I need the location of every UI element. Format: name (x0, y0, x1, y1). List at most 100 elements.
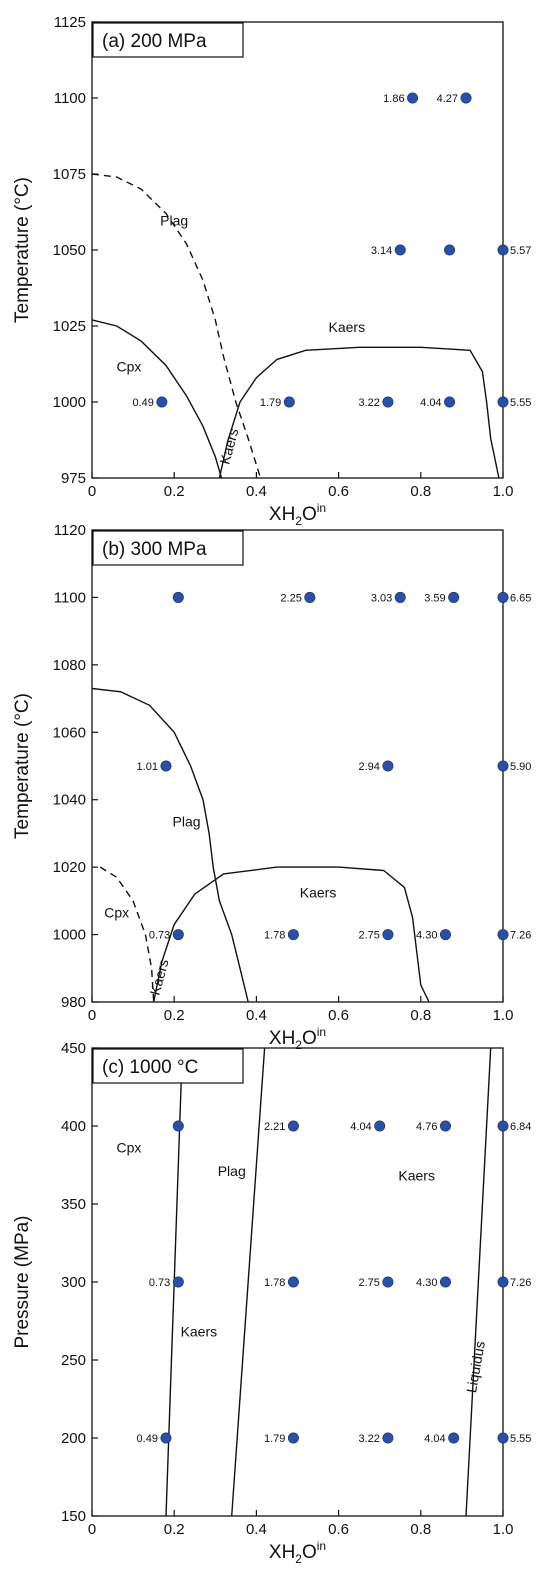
y-tick-label: 1060 (53, 724, 86, 741)
y-tick-label: 1100 (54, 589, 86, 606)
region-label: Kaers (329, 319, 366, 335)
data-point (382, 396, 394, 408)
x-tick-label: 0.6 (328, 1521, 349, 1538)
data-point (160, 1432, 172, 1444)
data-point (374, 1120, 386, 1132)
x-tick-label: 0.8 (410, 483, 431, 500)
x-axis-label: XH2Oin (269, 1539, 326, 1566)
y-tick-label: 1075 (53, 166, 86, 183)
data-point-label: 2.25 (280, 592, 301, 604)
x-tick-label: 0 (88, 1521, 96, 1538)
x-tick-label: 0.8 (410, 1521, 431, 1538)
region-label: Cpx (104, 905, 129, 921)
data-point (172, 929, 184, 941)
data-point-label: 2.21 (264, 1121, 285, 1133)
data-point (287, 1276, 299, 1288)
data-point-label: 4.27 (437, 93, 458, 105)
y-tick-label: 1120 (54, 522, 86, 539)
x-tick-label: 1.0 (493, 1521, 514, 1538)
data-point (439, 1276, 451, 1288)
panel-title-text: (a) 200 MPa (102, 31, 207, 52)
data-point-label: 4.04 (420, 397, 441, 409)
panel-title: (a) 200 MPa (92, 22, 244, 58)
x-axis-label: XH2Oin (269, 501, 326, 528)
data-point (283, 396, 295, 408)
data-point (444, 396, 456, 408)
data-point-label: 3.22 (358, 1433, 379, 1445)
data-point (160, 760, 172, 772)
region-label: Cpx (117, 359, 142, 375)
data-point-label: 2.75 (358, 1277, 379, 1289)
data-point (497, 760, 509, 772)
data-point-label: 2.94 (358, 761, 379, 773)
data-point-label: 5.90 (510, 761, 531, 773)
data-point (497, 929, 509, 941)
y-tick-label: 1080 (53, 657, 86, 674)
data-point-label: 5.57 (510, 245, 531, 257)
data-point-label: 1.79 (264, 1433, 285, 1445)
data-point (172, 591, 184, 603)
region-label: Liquidus (463, 1340, 488, 1394)
curve-plag (91, 687, 249, 1003)
region-label: Cpx (117, 1140, 142, 1156)
region-label: Kaers (398, 1168, 435, 1184)
region-label: Plag (218, 1163, 246, 1179)
data-point (448, 1432, 460, 1444)
data-point-label: 4.30 (416, 1277, 437, 1289)
panel-title-box (92, 530, 244, 566)
x-tick-label: 0 (88, 483, 96, 500)
data-point-label: 1.86 (383, 93, 404, 105)
curve-liquidus (465, 1047, 492, 1517)
curve-kaers (218, 346, 500, 479)
panel-0: 0 0.2 0.4 0.6 0.8 1.0 975 1000 1025 1050 1075 1100 1… (12, 14, 531, 528)
x-tick-label: 0.4 (246, 1007, 267, 1024)
data-point (497, 396, 509, 408)
region-label: Kaers (300, 884, 337, 900)
data-point-label: 4.76 (416, 1121, 437, 1133)
curve-cpx (99, 866, 155, 1003)
data-point-label: 2.75 (358, 930, 379, 942)
data-point-label: 3.03 (371, 592, 392, 604)
y-axis-label: Temperature (°C) (12, 177, 33, 323)
y-tick-label: 1025 (53, 318, 86, 335)
y-tick-label: 300 (61, 1274, 86, 1291)
panel-title: (b) 300 MPa (92, 530, 244, 566)
region-label: Plag (173, 814, 201, 830)
data-point (497, 1432, 509, 1444)
data-point-label: 6.65 (510, 592, 531, 604)
x-tick-label: 0.6 (328, 1007, 349, 1024)
panel-title-text: (b) 300 MPa (102, 539, 207, 560)
y-axis-label: Temperature (°C) (12, 693, 33, 839)
data-point-label: 0.49 (132, 397, 153, 409)
region-label: Kaers (217, 427, 242, 466)
y-tick-label: 350 (61, 1196, 86, 1213)
plot-frame (91, 21, 504, 479)
data-point (497, 1276, 509, 1288)
data-point-label: 6.84 (510, 1121, 531, 1133)
x-tick-label: 1.0 (493, 1007, 514, 1024)
curve-kaers (153, 866, 430, 1003)
data-point-label: 7.26 (510, 930, 531, 942)
data-point (287, 1432, 299, 1444)
data-point (497, 244, 509, 256)
y-tick-label: 250 (61, 1352, 86, 1369)
data-point-label: 3.59 (424, 592, 445, 604)
panel-2: 0 0.2 0.4 0.6 0.8 1.0 150 200 250 300 350 400 450 XH2… (12, 1040, 531, 1566)
panel-title-box (92, 22, 244, 58)
x-axis-label: XH2Oin (269, 1025, 326, 1052)
data-point (497, 1120, 509, 1132)
data-point (448, 591, 460, 603)
x-tick-label: 0.2 (164, 483, 185, 500)
data-point (156, 396, 168, 408)
data-point-label: 5.55 (510, 1433, 531, 1445)
y-axis-label: Pressure (MPa) (12, 1215, 33, 1348)
data-point (304, 591, 316, 603)
y-tick-label: 1125 (54, 14, 86, 31)
y-tick-label: 980 (61, 994, 86, 1011)
data-point-label: 4.30 (416, 930, 437, 942)
data-point-label: 0.73 (149, 930, 170, 942)
y-tick-label: 1050 (53, 242, 86, 259)
x-tick-label: 0.2 (164, 1521, 185, 1538)
data-point-label: 0.49 (137, 1433, 158, 1445)
